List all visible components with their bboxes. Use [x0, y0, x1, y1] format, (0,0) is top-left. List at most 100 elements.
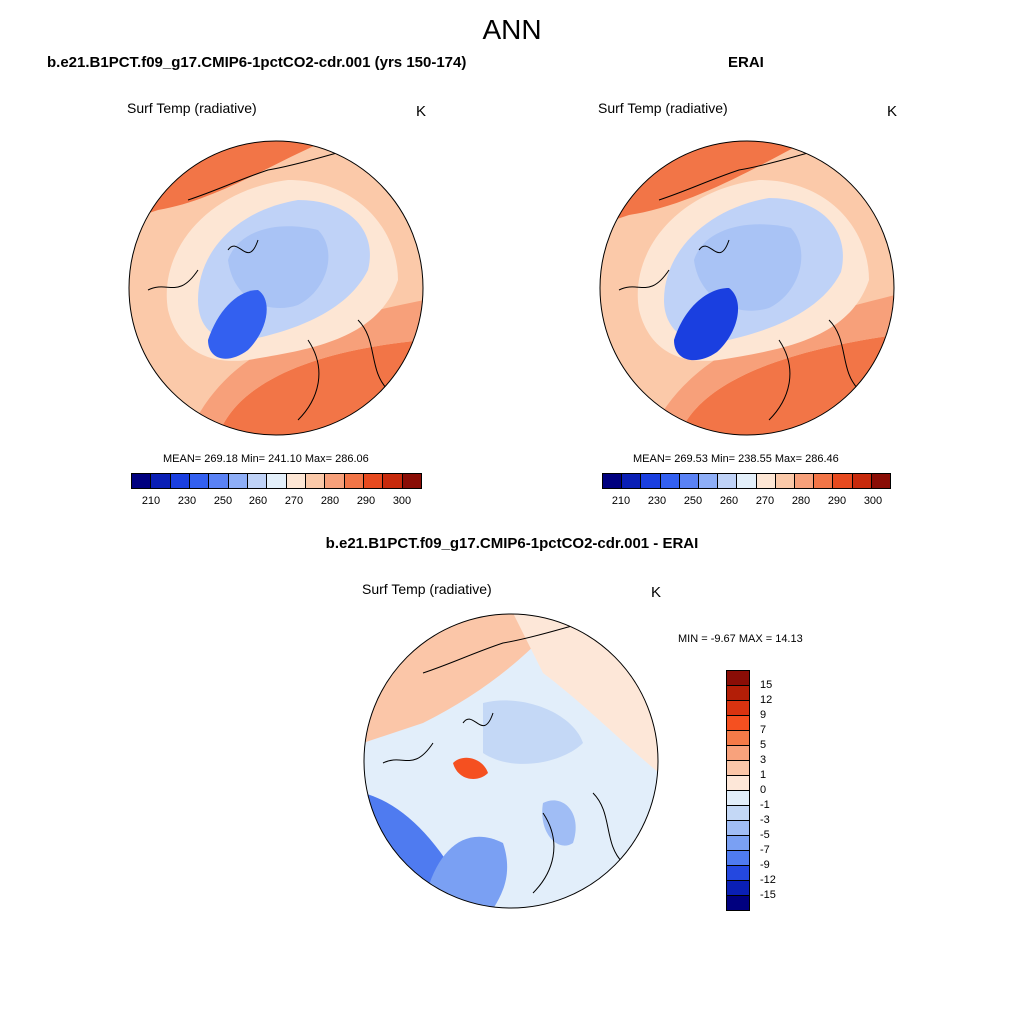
panel2-colorbar-tick: 290	[827, 495, 847, 507]
panel2-colorbar-bin	[699, 474, 719, 488]
panel3-polar-map	[363, 613, 659, 909]
panel3-colorbar-tick: -5	[760, 829, 770, 841]
panel3-colorbar-bin	[727, 866, 749, 881]
panel3-cold-anomaly-south	[423, 836, 508, 908]
panel1-coastlines	[147, 149, 389, 421]
panel3-colorbar-tick: -12	[760, 874, 776, 886]
panel3-colorbar-tick: -9	[760, 859, 770, 871]
panel2-colorbar-bin	[871, 474, 891, 488]
panel1-colorbar-tick: 280	[320, 495, 340, 507]
panel1-stats: MEAN= 269.18 Min= 241.10 Max= 286.06	[163, 453, 369, 465]
panel1-units-label: K	[416, 103, 427, 120]
panel1-colorbar-bin	[228, 474, 248, 488]
panel1-arctic-ocean	[228, 226, 329, 308]
panel2-colorbar-tick: 270	[755, 495, 775, 507]
panel2-colorbar-bin	[814, 474, 834, 488]
panel2-colorbar	[602, 473, 891, 489]
panel1-colorbar-tick: 250	[213, 495, 233, 507]
panel2-colorbar-bin	[622, 474, 642, 488]
panel3-colorbar-bin	[727, 746, 749, 761]
panel3-colorbar-tick: -7	[760, 844, 770, 856]
panel3-colorbar-tick: 5	[760, 739, 767, 751]
panel3-colorbar-tick: 3	[760, 754, 767, 766]
panel3-title: b.e21.B1PCT.f09_g17.CMIP6-1pctCO2-cdr.00…	[325, 535, 699, 552]
panel1-orange-band	[188, 300, 423, 435]
panel1-colorbar-bin	[170, 474, 190, 488]
panel3-colorbar-bin	[727, 896, 749, 910]
panel3-colorbar-bin	[727, 731, 749, 746]
figure-title: ANN	[482, 14, 542, 45]
panel3-colorbar-tick: 15	[760, 679, 773, 691]
panel3-colorbar-bin	[727, 671, 749, 686]
panel1-colorbar-tick: 300	[392, 495, 412, 507]
panel3-colorbar-tick: 7	[760, 724, 767, 736]
panel1-colorbar-bin	[402, 474, 421, 488]
panel2-colorbar-bin	[737, 474, 757, 488]
panel3-colorbar-tick: 1	[760, 769, 767, 781]
panel1-greenland-ice	[208, 290, 267, 359]
panel2-colorbar-bin	[679, 474, 700, 488]
panel3-colorbar-bin	[727, 776, 749, 791]
panel1-colorbar-tick: 210	[141, 495, 161, 507]
panel2-colorbar-tick: 260	[719, 495, 739, 507]
panel2-colorbar-bin	[641, 474, 661, 488]
panel2-colorbar-bin	[718, 474, 738, 488]
panel3-cool-anomaly-ocean	[483, 700, 583, 764]
panel2-colorbar-bin	[833, 474, 853, 488]
panel2-title: ERAI	[728, 54, 764, 71]
panel1-title: b.e21.B1PCT.f09_g17.CMIP6-1pctCO2-cdr.00…	[47, 54, 467, 71]
panel2-colorbar-bin	[795, 474, 815, 488]
panel1-colorbar-bin	[286, 474, 306, 488]
panel2-colorbar-tick: 210	[611, 495, 631, 507]
panel1-colorbar-bin	[151, 474, 171, 488]
panel2-greenland-ice	[674, 288, 739, 361]
panel1-colorbar-tick: 290	[356, 495, 376, 507]
panel3-colorbar-tick: 9	[760, 709, 767, 721]
panel3-colorbar-tick: -15	[760, 889, 776, 901]
panel3-colorbar-bin	[727, 791, 749, 806]
panel2-colorbar-bin	[660, 474, 680, 488]
panel3-variable-label: Surf Temp (radiative)	[362, 581, 492, 597]
panel3-colorbar-bin	[727, 686, 749, 701]
panel1-variable-label: Surf Temp (radiative)	[127, 100, 257, 116]
panel3-colorbar-bin	[727, 806, 749, 821]
panel3-colorbar-bin	[727, 881, 749, 896]
panel3-colorbar-bin	[727, 851, 749, 866]
panel2-colorbar-bin	[775, 474, 796, 488]
panel1-colorbar-bin	[189, 474, 210, 488]
panel3-colorbar-tick: -3	[760, 814, 770, 826]
panel2-colorbar-bin	[756, 474, 776, 488]
panel1-colorbar	[131, 473, 422, 489]
panel2-colorbar-tick: 300	[863, 495, 883, 507]
panel3-hot-spot	[453, 757, 488, 779]
panel3-coastlines	[382, 622, 624, 894]
panel1-colorbar-bin	[363, 474, 384, 488]
panel1-colorbar-bin	[209, 474, 229, 488]
panel3-colorbar-bin	[727, 761, 749, 776]
panel1-colorbar-tick: 230	[177, 495, 197, 507]
panel2-colorbar-tick: 230	[647, 495, 667, 507]
panel1-map-border	[128, 140, 424, 436]
panel2-units-label: K	[887, 103, 898, 120]
panel1-colorbar-bin	[132, 474, 152, 488]
panel1-colorbar-bin	[344, 474, 364, 488]
panel3-colorbar-bin	[727, 821, 749, 836]
panel3-map-border	[363, 613, 659, 909]
panel1-colorbar-bin	[383, 474, 403, 488]
panel3-colorbar-tick: 12	[760, 694, 773, 706]
panel2-colorbar-tick: 280	[791, 495, 811, 507]
panel3-colorbar-tick: -1	[760, 799, 770, 811]
panel3-stats: MIN = -9.67 MAX = 14.13	[678, 633, 803, 645]
panel3-cold-anomaly-east	[542, 800, 576, 846]
panel2-colorbar-bin	[603, 474, 623, 488]
panel1-colorbar-tick: 260	[248, 495, 268, 507]
panel2-variable-label: Surf Temp (radiative)	[598, 100, 728, 116]
panel1-colorbar-bin	[305, 474, 326, 488]
panel2-colorbar-bin	[852, 474, 872, 488]
panel2-coastlines	[618, 149, 860, 421]
panel3-colorbar-bin	[727, 716, 749, 731]
panel3-colorbar	[726, 670, 750, 911]
panel1-colorbar-bin	[325, 474, 345, 488]
panel3-colorbar-tick: 0	[760, 784, 767, 796]
panel1-colorbar-bin	[267, 474, 287, 488]
